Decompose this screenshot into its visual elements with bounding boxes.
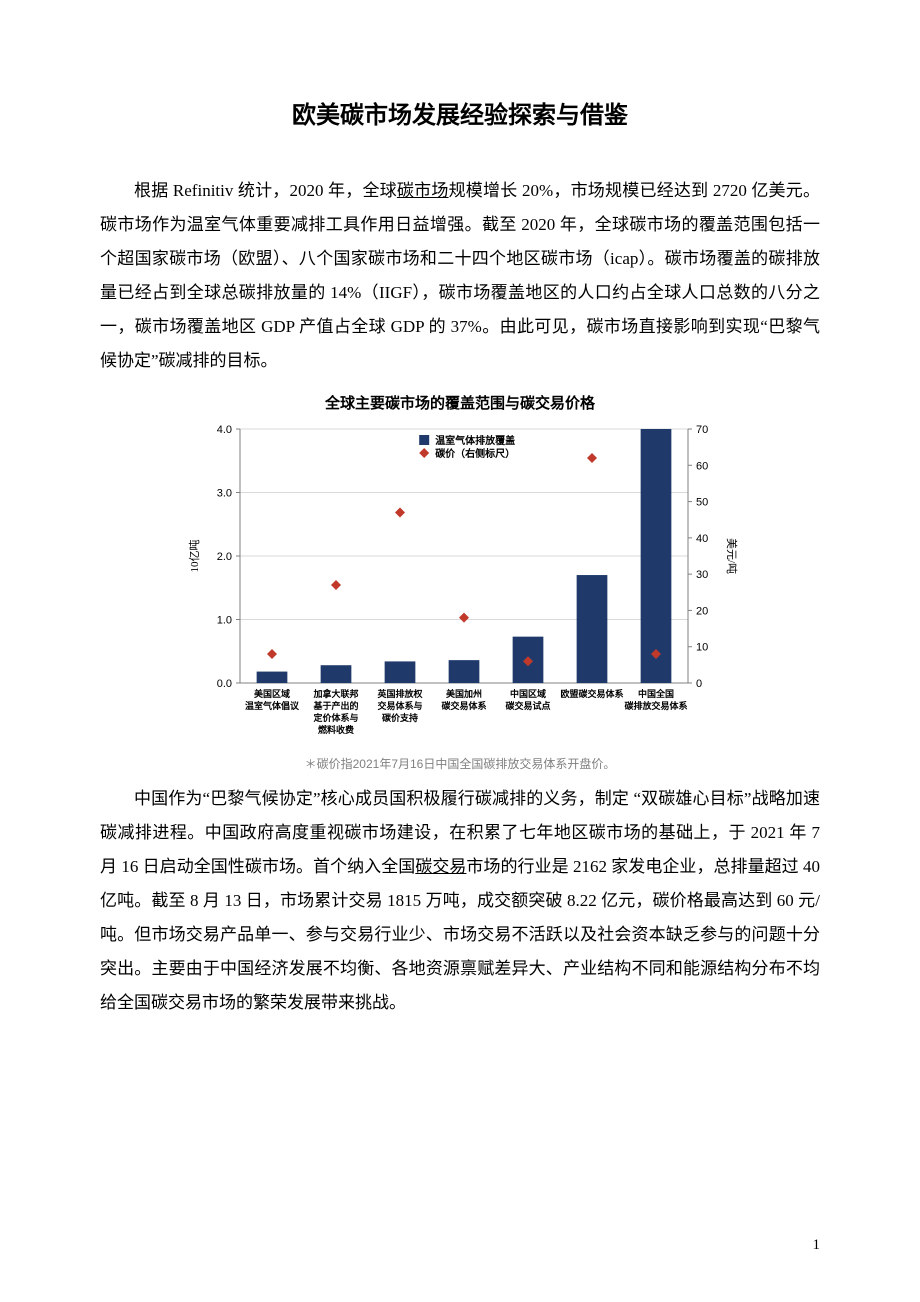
chart-container: 全球主要碳市场的覆盖范围与碳交易价格 0.0 1.0 2.0 3.0 4.0 10亿吨 0 1… [182, 392, 738, 772]
svg-text:美国加州碳交易体系: 美国加州碳交易体系 [441, 688, 486, 711]
svg-text:中国全国碳排放交易体系: 中国全国碳排放交易体系 [624, 688, 687, 711]
svg-text:温室气体排放覆盖: 温室气体排放覆盖 [435, 434, 515, 447]
para2-text-b: 市场的行业是 2162 家发电企业，总排量超过 40 亿吨。截至 8 月 13 … [100, 857, 820, 1012]
svg-text:4.0: 4.0 [217, 424, 232, 436]
svg-text:30: 30 [696, 569, 708, 581]
page-title: 欧美碳市场发展经验探索与借鉴 [100, 95, 820, 130]
svg-text:10亿吨: 10亿吨 [188, 540, 201, 573]
paragraph-2: 中国作为“巴黎气候协定”核心成员国积极履行碳减排的义务，制定 “双碳雄心目标”战… [100, 782, 820, 1020]
svg-text:1.0: 1.0 [217, 615, 232, 627]
svg-text:中国区域碳交易试点: 中国区域碳交易试点 [505, 688, 550, 711]
bar-scatter-chart: 0.0 1.0 2.0 3.0 4.0 10亿吨 0 10 20 30 40 50 60 70 美元/吨美国… [182, 419, 738, 749]
svg-text:碳价（右侧标尺）: 碳价（右侧标尺） [435, 447, 515, 460]
svg-text:0: 0 [696, 678, 702, 690]
svg-text:加拿大联邦基于产出的定价体系与燃料收费: 加拿大联邦基于产出的定价体系与燃料收费 [312, 688, 358, 735]
page-number: 1 [813, 1237, 821, 1254]
svg-text:40: 40 [696, 533, 708, 545]
svg-text:2.0: 2.0 [217, 551, 232, 563]
svg-text:3.0: 3.0 [217, 488, 232, 500]
para1-text-b: 规模增长 20%，市场规模已经达到 2720 亿美元。碳市场作为温室气体重要减排… [100, 181, 820, 370]
para1-text-a: 根据 Refinitiv 统计，2020 年，全球 [134, 181, 397, 200]
svg-text:10: 10 [696, 642, 708, 654]
svg-text:20: 20 [696, 605, 708, 617]
svg-text:0.0: 0.0 [217, 678, 232, 690]
para2-link-carbon-trade: 碳交易 [415, 857, 466, 876]
paragraph-1: 根据 Refinitiv 统计，2020 年，全球碳市场规模增长 20%，市场规… [100, 174, 820, 378]
svg-text:50: 50 [696, 497, 708, 509]
svg-text:美国区域温室气体倡议: 美国区域温室气体倡议 [245, 688, 300, 711]
svg-text:70: 70 [696, 424, 708, 436]
svg-text:60: 60 [696, 460, 708, 472]
chart-footnote: ＊碳价指2021年7月16日中国全国碳排放交易体系开盘价。 [182, 755, 738, 772]
para1-link-carbon-market: 碳市场 [397, 181, 449, 200]
chart-title: 全球主要碳市场的覆盖范围与碳交易价格 [182, 392, 738, 413]
svg-text:欧盟碳交易体系: 欧盟碳交易体系 [560, 688, 623, 699]
svg-text:美元/吨: 美元/吨 [725, 538, 738, 574]
svg-text:英国排放权交易体系与碳价支持: 英国排放权交易体系与碳价支持 [376, 688, 423, 723]
